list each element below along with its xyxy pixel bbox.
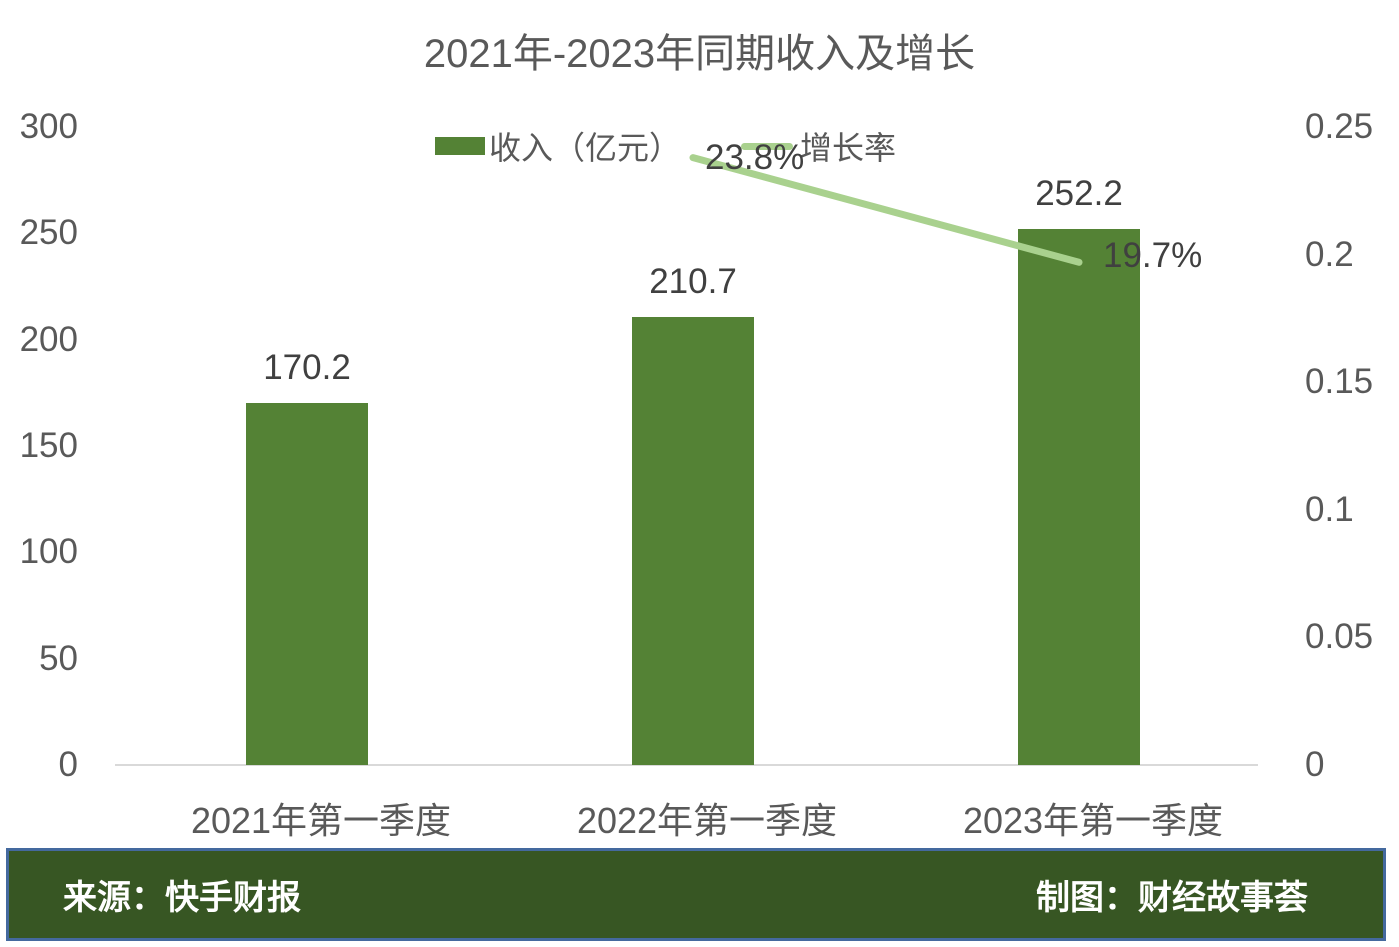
growth-line-marker-icon <box>741 142 794 150</box>
y-axis-left-tick: 0 <box>58 745 78 784</box>
footer-credit: 制图：财经故事荟 <box>1036 879 1308 917</box>
revenue-swatch-icon <box>435 137 485 155</box>
revenue-bar <box>632 316 754 765</box>
category-label: 2021年第一季度 <box>190 800 452 841</box>
y-axis-right-tick: 0.25 <box>1305 107 1374 146</box>
y-axis-left-tick: 150 <box>19 426 78 465</box>
chart-title: 2021年-2023年同期收入及增长 <box>423 32 976 76</box>
category-label: 2023年第一季度 <box>962 800 1224 841</box>
revenue-value-label: 210.7 <box>649 261 737 301</box>
revenue-bar <box>1018 228 1140 765</box>
legend: 收入（亿元） 增长率 <box>435 126 896 166</box>
y-axis-right: 0.25 0.2 0.15 0.1 0.05 0 <box>1305 0 1399 947</box>
legend-label-revenue: 收入（亿元） <box>489 130 682 166</box>
growth-rate-label: 23.8% <box>705 137 805 177</box>
revenue-bar <box>246 403 368 765</box>
footer-source: 来源：快手财报 <box>63 879 301 917</box>
growth-rate-label: 19.7% <box>1103 236 1203 276</box>
y-axis-left: 300 250 200 150 100 50 0 <box>0 0 78 947</box>
x-axis-line <box>115 764 1258 766</box>
y-axis-left-tick: 300 <box>19 107 78 146</box>
y-axis-right-tick: 0.05 <box>1305 617 1374 657</box>
footer-bar: 来源：快手财报 制图：财经故事荟 <box>6 848 1386 941</box>
y-axis-left-tick: 250 <box>19 213 78 253</box>
category-label: 2022年第一季度 <box>576 800 838 841</box>
revenue-value-label: 252.2 <box>1035 173 1123 213</box>
y-axis-left-tick: 50 <box>39 638 78 678</box>
y-axis-right-tick: 0.1 <box>1305 489 1354 529</box>
revenue-value-label: 170.2 <box>263 348 351 388</box>
y-axis-left-tick: 100 <box>19 532 78 572</box>
legend-item-revenue: 收入（亿元） <box>435 123 681 169</box>
y-axis-right-tick: 0.15 <box>1305 362 1374 402</box>
y-axis-left-tick: 200 <box>19 319 78 359</box>
y-axis-right-tick: 0.2 <box>1305 234 1354 274</box>
y-axis-right-tick: 0 <box>1305 745 1325 784</box>
